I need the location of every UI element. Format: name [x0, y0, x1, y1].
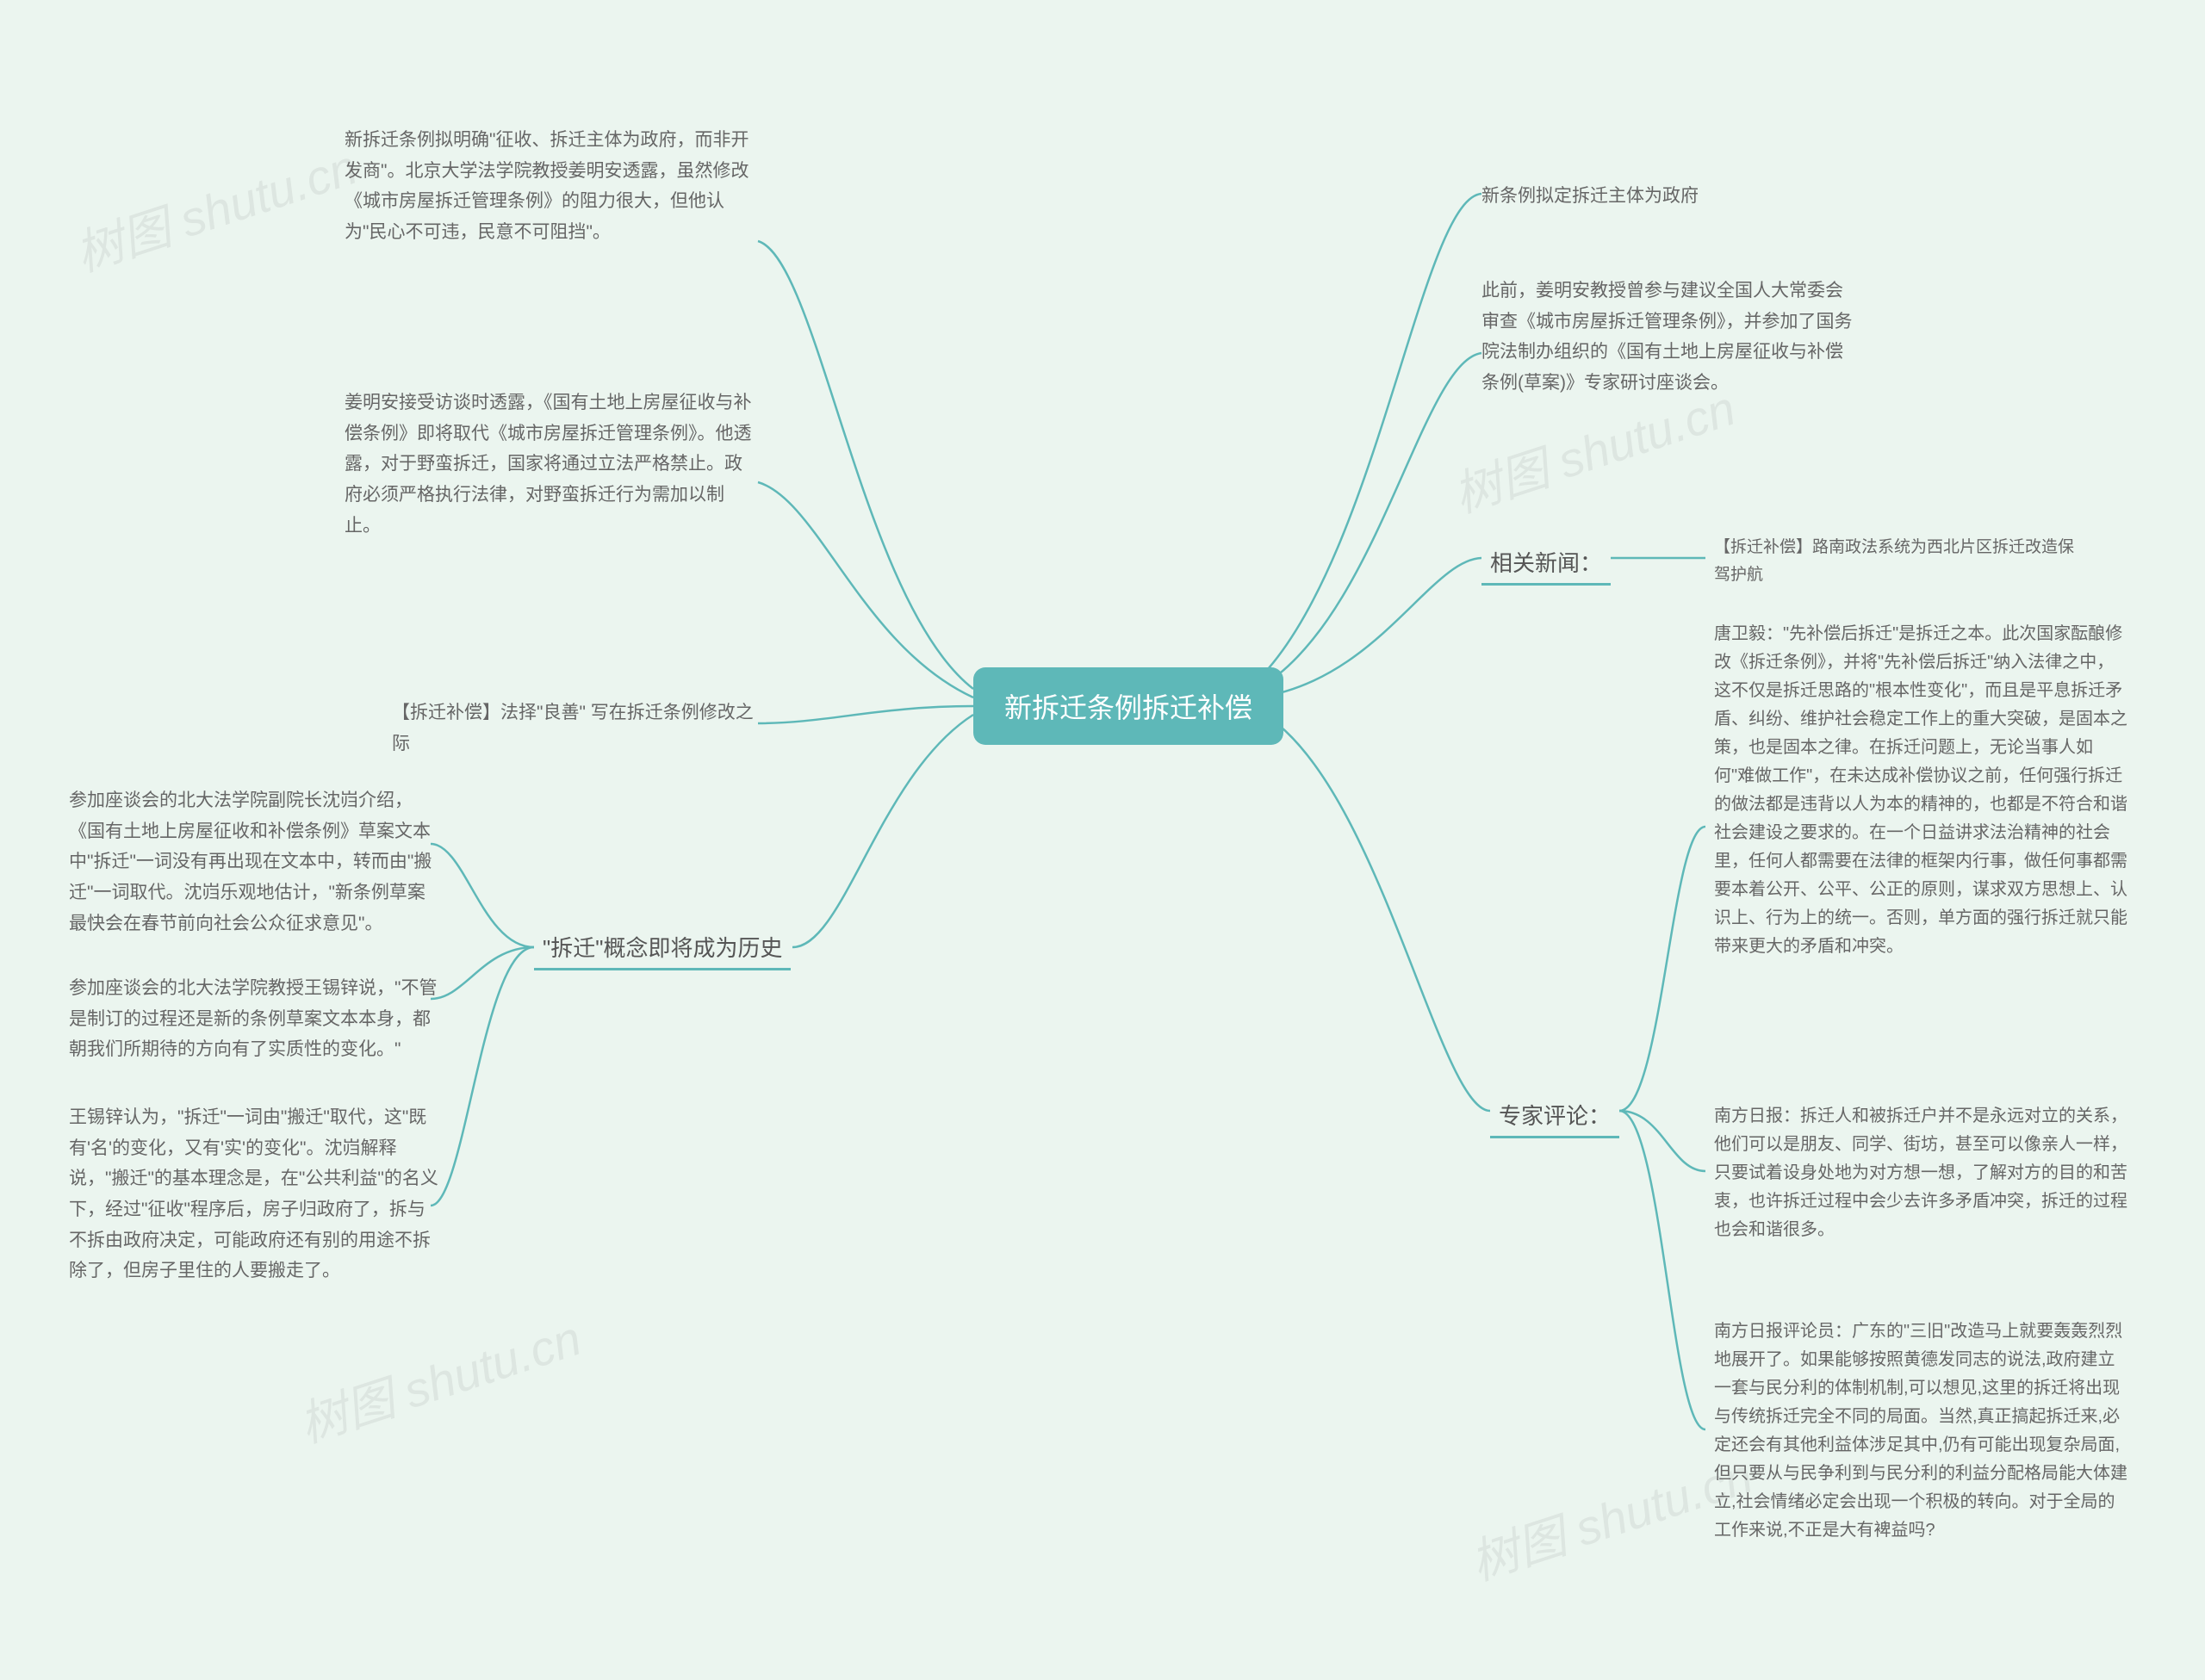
right-branch-3-child-1: 【拆迁补偿】路南政法系统为西北片区拆迁改造保驾护航: [1714, 534, 2076, 590]
right-branch-4-child-2: 南方日报：拆迁人和被拆迁户并不是永远对立的关系，他们可以是朋友、同学、街坊，甚至…: [1714, 1102, 2127, 1244]
right-branch-3-label: 相关新闻：: [1481, 541, 1611, 586]
right-branch-1: 新条例拟定拆迁主体为政府: [1481, 181, 1809, 212]
left-branch-3: 【拆迁补偿】法择"良善" 写在拆迁条例修改之际: [392, 697, 754, 759]
watermark: 树图 shutu.cn: [65, 129, 365, 286]
right-branch-4-child-3: 南方日报评论员：广东的"三旧"改造马上就要轰轰烈烈地展开了。如果能够按照黄德发同…: [1714, 1317, 2127, 1545]
right-branch-4-label: 专家评论：: [1490, 1094, 1619, 1138]
center-node: 新拆迁条例拆迁补偿: [973, 667, 1283, 745]
left-branch-4-label: "拆迁"概念即将成为历史: [534, 926, 791, 970]
right-branch-4-child-1: 唐卫毅："先补偿后拆迁"是拆迁之本。此次国家酝酿修改《拆迁条例》，并将"先补偿后…: [1714, 620, 2127, 961]
left-branch-4-child-3: 王锡锌认为，"拆迁"一词由"搬迁"取代，这"既有'名'的变化，又有'实'的变化"…: [69, 1102, 439, 1286]
left-branch-4-child-1: 参加座谈会的北大法学院副院长沈岿介绍，《国有土地上房屋征收和补偿条例》草案文本中…: [69, 785, 439, 939]
watermark: 树图 shutu.cn: [289, 1300, 589, 1457]
left-branch-2: 姜明安接受访谈时透露，《国有土地上房屋征收与补偿条例》即将取代《城市房屋拆迁管理…: [345, 387, 758, 541]
right-branch-2: 此前，姜明安教授曾参与建议全国人大常委会审查《城市房屋拆迁管理条例》，并参加了国…: [1481, 276, 1860, 399]
left-branch-4-child-2: 参加座谈会的北大法学院教授王锡锌说，"不管是制订的过程还是新的条例草案文本本身，…: [69, 973, 439, 1065]
left-branch-1: 新拆迁条例拟明确"征收、拆迁主体为政府，而非开发商"。北京大学法学院教授姜明安透…: [345, 125, 758, 248]
